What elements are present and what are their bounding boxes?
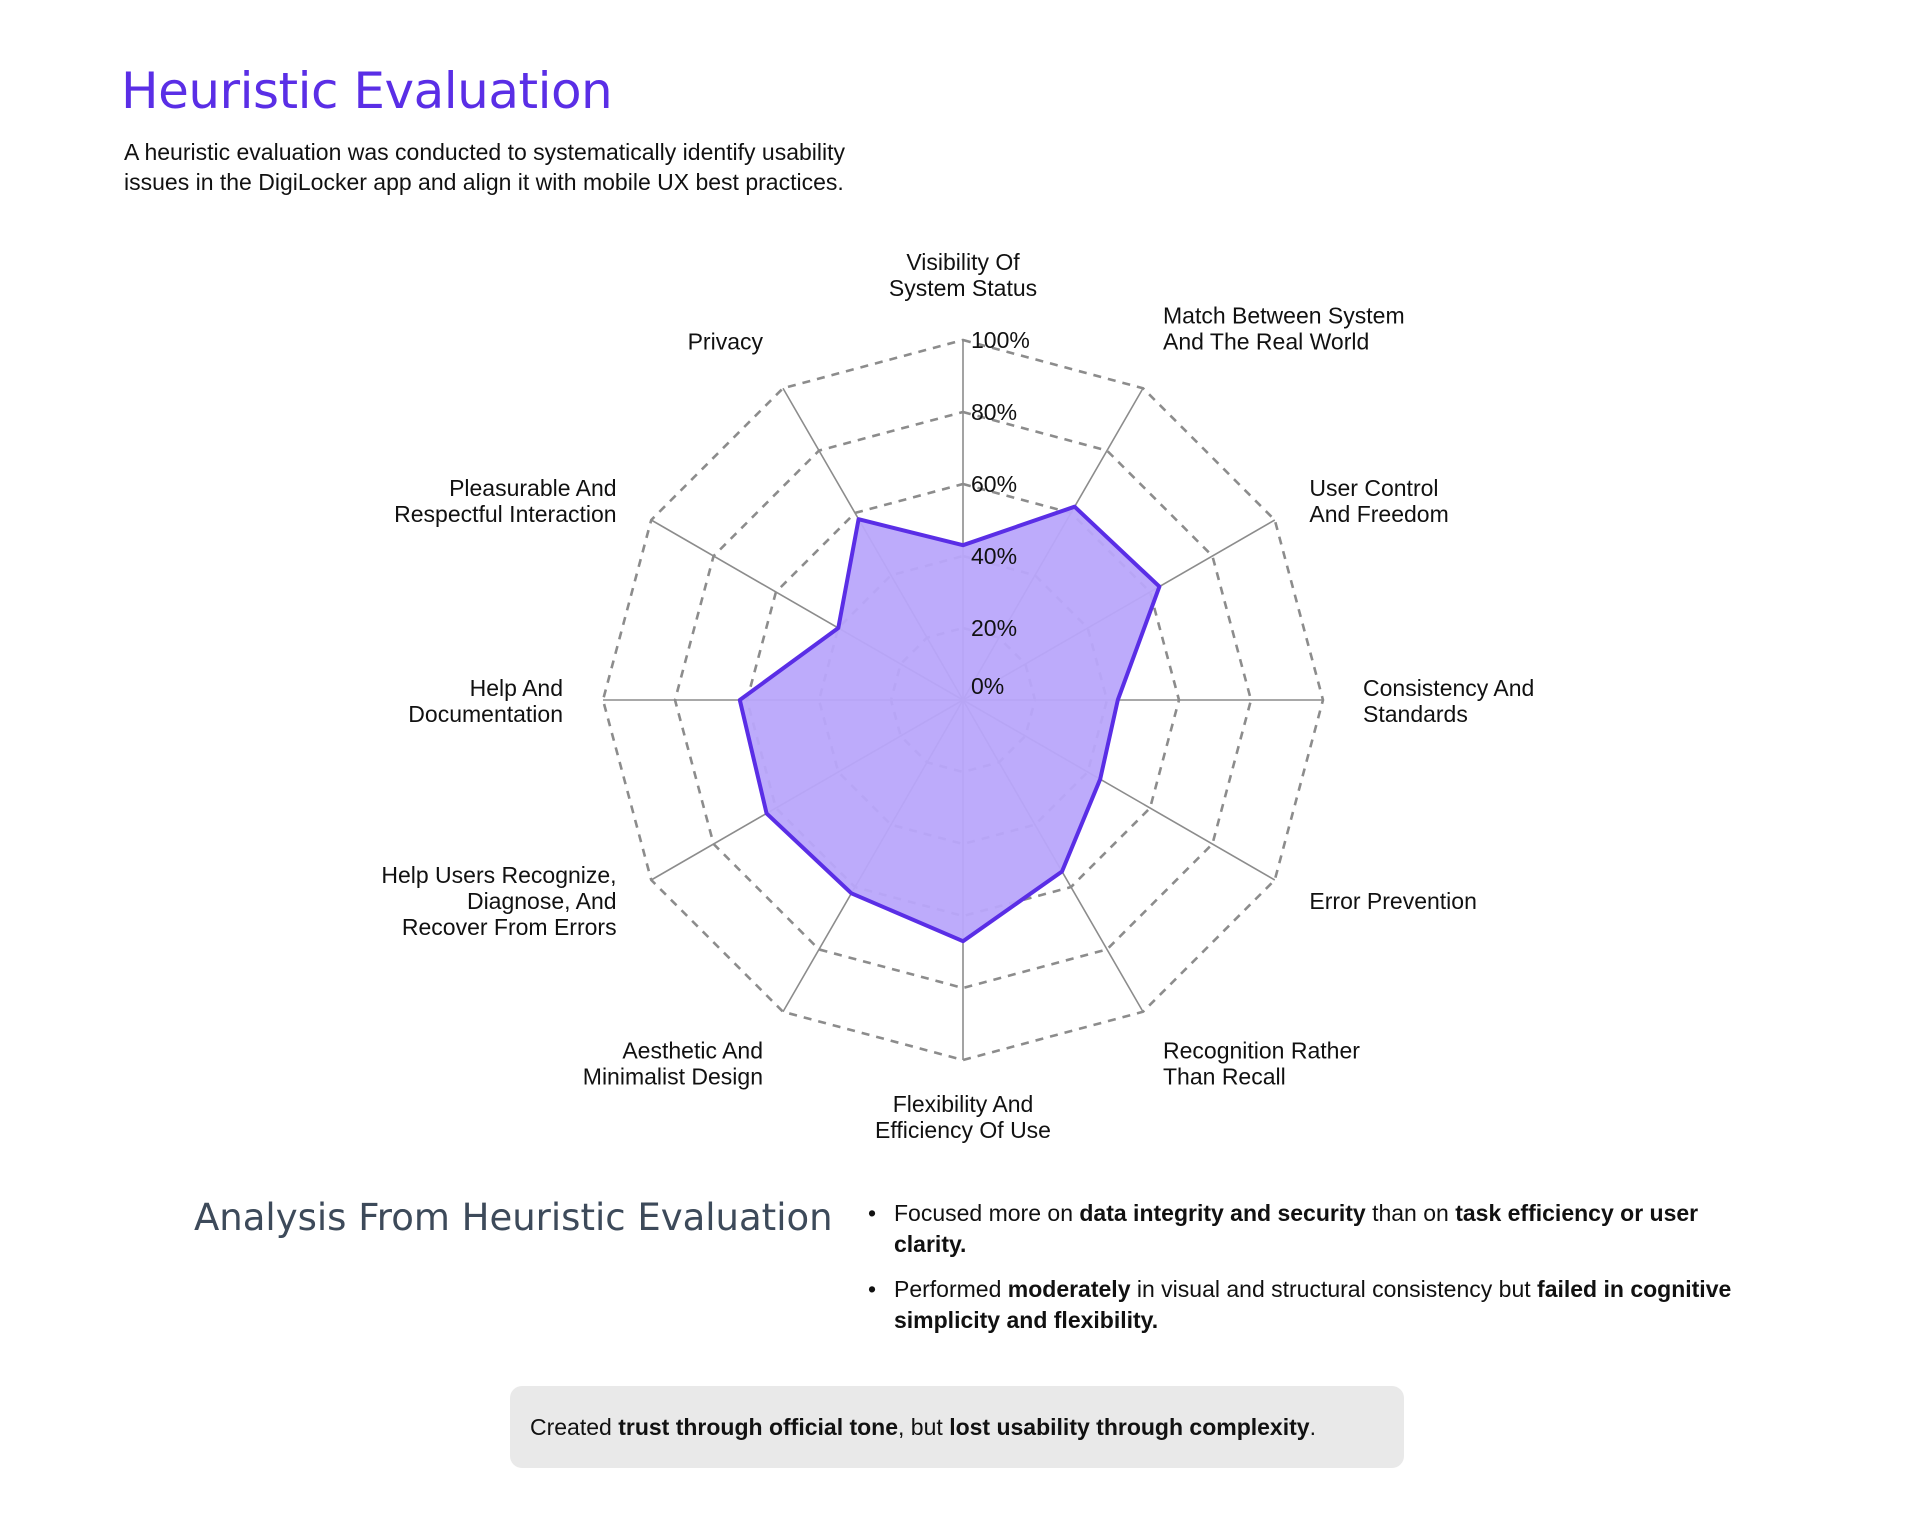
radar-tick-labels: 0% 20% 40% 60% 80% 100% xyxy=(971,327,1030,699)
axis-label: Flexibility And Efficiency Of Use xyxy=(875,1091,1051,1143)
axis-label: Help And Documentation xyxy=(408,675,563,727)
finding-text: Focused more on xyxy=(894,1200,1080,1226)
findings-list: Focused more on data integrity and secur… xyxy=(868,1198,1748,1350)
series-area xyxy=(737,504,1162,944)
tick-label: 20% xyxy=(971,615,1017,641)
page-intro: A heuristic evaluation was conducted to … xyxy=(124,137,1004,197)
finding-item: Focused more on data integrity and secur… xyxy=(868,1198,1748,1260)
finding-emphasis: moderately xyxy=(1007,1276,1131,1302)
radar-axis-labels: Visibility Of System Status Match Between … xyxy=(381,249,1534,1143)
axis-label: Match Between System And The Real World xyxy=(1163,303,1405,355)
finding-text: Performed xyxy=(894,1276,1008,1302)
axis-label: Visibility Of System Status xyxy=(889,249,1037,301)
summary-text: Created xyxy=(530,1413,619,1440)
finding-text: in visual and structural consistency but xyxy=(1130,1276,1538,1302)
summary-text: , but xyxy=(898,1413,950,1440)
summary-emphasis: lost usability through complexity xyxy=(949,1413,1310,1440)
summary-emphasis: trust through official tone xyxy=(618,1413,899,1440)
finding-emphasis: data integrity and security xyxy=(1079,1200,1366,1226)
page-title: Heuristic Evaluation xyxy=(121,62,613,120)
finding-emphasis: failed in cognitive simplicity and flexi… xyxy=(894,1276,1732,1333)
finding-text: than on xyxy=(1365,1200,1456,1226)
intro-line-2: issues in the DigiLocker app and align i… xyxy=(124,169,844,195)
tick-label: 100% xyxy=(971,327,1030,353)
summary-callout: Created trust through official tone, but… xyxy=(510,1386,1404,1468)
finding-item: Performed moderately in visual and struc… xyxy=(868,1274,1748,1336)
radar-series xyxy=(737,504,1162,944)
axis-label: Privacy xyxy=(688,329,764,355)
analysis-heading: Analysis From Heuristic Evaluation xyxy=(194,1196,833,1239)
tick-label: 40% xyxy=(971,543,1017,569)
axis-label: Help Users Recognize, Diagnose, And Recove… xyxy=(381,862,616,940)
axis-label: Error Prevention xyxy=(1309,888,1476,914)
axis-label: Aesthetic And Minimalist Design xyxy=(583,1037,763,1089)
tick-label: 80% xyxy=(971,399,1017,425)
tick-label: 60% xyxy=(971,471,1017,497)
summary-text: . xyxy=(1309,1413,1316,1440)
axis-label: Pleasurable And Respectful Interaction xyxy=(394,475,616,527)
axis-label: Recognition Rather Than Recall xyxy=(1163,1037,1360,1089)
axis-label: Consistency And Standards xyxy=(1363,675,1534,727)
tick-label: 0% xyxy=(971,673,1004,699)
intro-line-1: A heuristic evaluation was conducted to … xyxy=(124,139,846,165)
finding-emphasis: task efficiency or user clarity. xyxy=(894,1200,1699,1257)
radar-chart: 0% 20% 40% 60% 80% 100% Visibility Of System S… xyxy=(381,249,1534,1143)
axis-label: User Control And Freedom xyxy=(1309,475,1448,527)
